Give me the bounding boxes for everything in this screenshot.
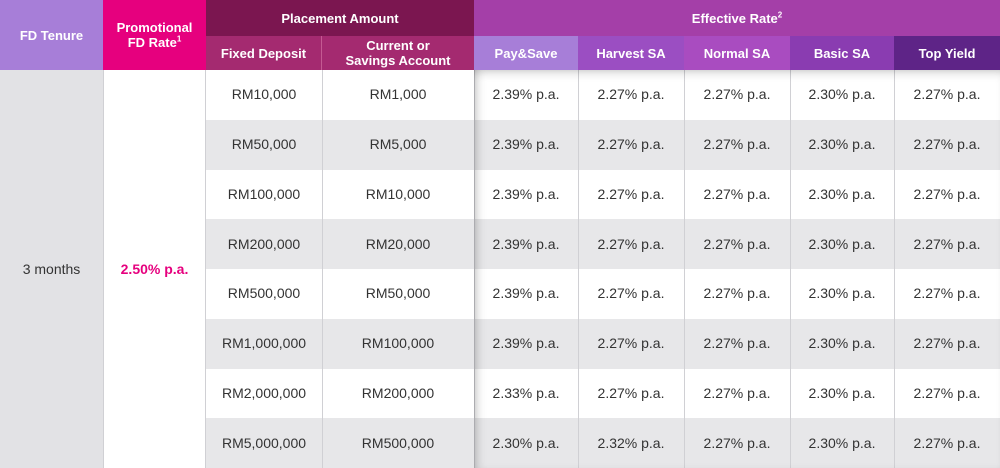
rate-basic-sa-cell: 2.30% p.a. [790,269,894,319]
header-account-top-yield: Top Yield [894,36,1000,70]
header-promo-rate: Promotional FD Rate1 [103,0,206,70]
fixed-deposit-cell: RM500,000 [206,269,322,319]
rate-normal-sa-cell: 2.27% p.a. [684,269,790,319]
rate-harvest-sa-cell: 2.32% p.a. [578,418,684,468]
rate-pay-save-cell: 2.39% p.a. [474,119,578,170]
rate-harvest-sa-cell: 2.27% p.a. [578,318,684,369]
rate-harvest-sa-cell: 2.27% p.a. [578,269,684,319]
rate-basic-sa-cell: 2.30% p.a. [790,70,894,120]
rate-normal-sa-cell: 2.27% p.a. [684,318,790,369]
fixed-deposit-cell: RM5,000,000 [206,418,322,468]
rate-harvest-sa-cell: 2.27% p.a. [578,70,684,120]
current-savings-cell: RM5,000 [322,119,474,170]
rate-top-yield-cell: 2.27% p.a. [894,119,1000,170]
current-savings-cell: RM20,000 [322,219,474,269]
header-effective-rate: Effective Rate2 [474,0,1000,36]
header-account-normal-sa: Normal SA [684,36,790,70]
rate-pay-save-cell: 2.39% p.a. [474,169,578,220]
rate-pay-save-cell: 2.39% p.a. [474,318,578,369]
rate-top-yield-cell: 2.27% p.a. [894,418,1000,468]
fixed-deposit-cell: RM1,000,000 [206,318,322,369]
rate-normal-sa-cell: 2.27% p.a. [684,169,790,220]
fixed-deposit-cell: RM50,000 [206,119,322,170]
column-divider [894,70,895,468]
rate-pay-save-cell: 2.39% p.a. [474,269,578,319]
header-promo-rate-line1: Promotional [116,20,193,35]
rate-basic-sa-cell: 2.30% p.a. [790,318,894,369]
rate-pay-save-cell: 2.39% p.a. [474,70,578,120]
rate-normal-sa-cell: 2.27% p.a. [684,219,790,269]
header-fd-tenure: FD Tenure [0,0,103,70]
column-divider [322,70,323,468]
rate-basic-sa-cell: 2.30% p.a. [790,119,894,170]
tenure-cell: 3 months [0,70,103,468]
header-placement-amount: Placement Amount [206,0,474,36]
footnote-1: 1 [176,34,182,44]
header-account-harvest-sa: Harvest SA [578,36,684,70]
promo-rate-cell: 2.50% p.a. [103,70,206,468]
header-effective-rate-label: Effective Rate2 [691,10,783,26]
rate-pay-save-cell: 2.39% p.a. [474,219,578,269]
rate-normal-sa-cell: 2.27% p.a. [684,368,790,419]
rate-top-yield-cell: 2.27% p.a. [894,269,1000,319]
current-savings-cell: RM10,000 [322,169,474,220]
column-divider [578,70,579,468]
rate-harvest-sa-cell: 2.27% p.a. [578,368,684,419]
column-divider [790,70,791,468]
rate-pay-save-cell: 2.30% p.a. [474,418,578,468]
header-account-basic-sa: Basic SA [790,36,894,70]
rate-top-yield-cell: 2.27% p.a. [894,70,1000,120]
rate-harvest-sa-cell: 2.27% p.a. [578,169,684,220]
header-account-pay-save: Pay&Save [474,36,578,70]
current-savings-cell: RM50,000 [322,269,474,319]
rate-basic-sa-cell: 2.30% p.a. [790,219,894,269]
column-divider [684,70,685,468]
rate-top-yield-cell: 2.27% p.a. [894,169,1000,220]
fixed-deposit-cell: RM200,000 [206,219,322,269]
rate-top-yield-cell: 2.27% p.a. [894,318,1000,369]
header-current-line2: Savings Account [345,53,451,68]
rate-normal-sa-cell: 2.27% p.a. [684,418,790,468]
header-current-line1: Current or [366,38,430,53]
rate-basic-sa-cell: 2.30% p.a. [790,418,894,468]
current-savings-cell: RM500,000 [322,418,474,468]
rate-top-yield-cell: 2.27% p.a. [894,219,1000,269]
rate-basic-sa-cell: 2.30% p.a. [790,169,894,220]
header-promo-rate-line2: FD Rate1 [127,34,182,50]
header-current-savings: Current or Savings Account [322,36,474,70]
rate-pay-save-cell: 2.33% p.a. [474,368,578,419]
fixed-deposit-cell: RM2,000,000 [206,368,322,419]
rate-top-yield-cell: 2.27% p.a. [894,368,1000,419]
rate-harvest-sa-cell: 2.27% p.a. [578,219,684,269]
current-savings-cell: RM1,000 [322,70,474,120]
fixed-deposit-cell: RM100,000 [206,169,322,220]
rate-normal-sa-cell: 2.27% p.a. [684,70,790,120]
current-savings-cell: RM200,000 [322,368,474,419]
header-fixed-deposit: Fixed Deposit [206,36,322,70]
rate-normal-sa-cell: 2.27% p.a. [684,119,790,170]
current-savings-cell: RM100,000 [322,318,474,369]
column-divider [474,70,475,468]
rate-harvest-sa-cell: 2.27% p.a. [578,119,684,170]
footnote-2: 2 [777,10,783,20]
rate-basic-sa-cell: 2.30% p.a. [790,368,894,419]
fixed-deposit-cell: RM10,000 [206,70,322,120]
